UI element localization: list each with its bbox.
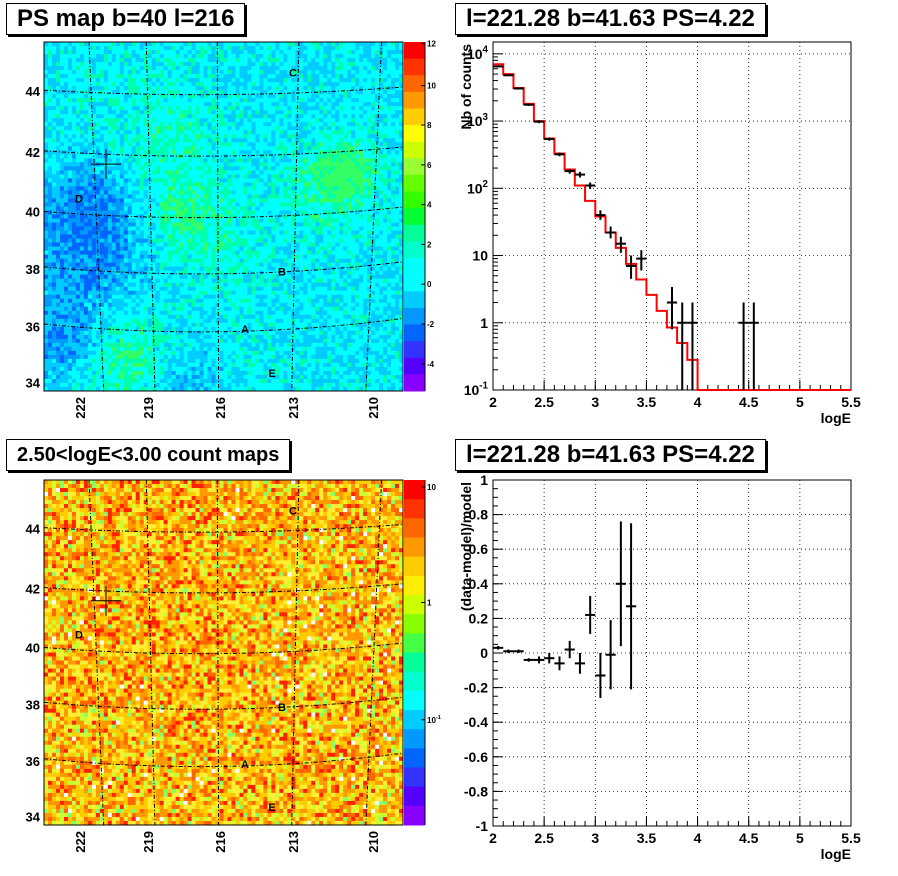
residuals-title: l=221.28 b=41.63 PS=4.22 — [455, 439, 766, 471]
x-tick-label: 2 — [489, 394, 497, 410]
x-tick-label: 4.5 — [739, 830, 759, 846]
spectrum-title: l=221.28 b=41.63 PS=4.22 — [455, 3, 766, 35]
x-tick-label: 4.5 — [739, 394, 759, 410]
x-tick-label: 219 — [141, 397, 156, 419]
ps-map-title: PS map b=40 l=216 — [6, 3, 245, 35]
x-tick-label: 2 — [489, 830, 497, 846]
y-axis-label: (data-model)/model — [458, 482, 474, 611]
y-tick-label: -0.4 — [464, 714, 488, 730]
y-tick-label: 44 — [26, 521, 41, 536]
x-tick-label: 5 — [796, 830, 804, 846]
source-label: E — [268, 368, 275, 380]
y-tick-label: 44 — [26, 84, 41, 99]
y-tick-label: 0 — [480, 645, 488, 661]
y-tick-label: 0.2 — [469, 610, 489, 626]
y-tick-label: 10-1 — [464, 381, 489, 398]
x-tick-label: 5 — [796, 394, 804, 410]
source-label: C — [289, 68, 297, 80]
x-tick-label: 5.5 — [841, 830, 861, 846]
colorbar-tick-label: 0 — [427, 280, 432, 289]
count-map-chart: 34 36 38 40 42 44 222 219 216 213 210 C D B A E 10 1 10-1 — [0, 435, 449, 871]
x-tick-label: 4 — [694, 394, 702, 410]
colorbar-tick-label: 4 — [427, 201, 432, 210]
source-label: E — [268, 802, 275, 814]
y-tick-label: -0.6 — [464, 749, 488, 765]
y-tick-label: -0.2 — [464, 680, 488, 696]
source-label: B — [278, 702, 286, 714]
x-tick-label: 222 — [73, 831, 88, 853]
y-tick-label: 10 — [472, 248, 488, 264]
x-tick-label: 5.5 — [841, 394, 861, 410]
source-label: D — [75, 630, 83, 642]
x-tick-label: 2.5 — [534, 394, 554, 410]
x-tick-label: 222 — [73, 397, 88, 419]
y-tick-label: -1 — [476, 818, 489, 834]
source-label: B — [278, 267, 286, 279]
colorbar-tick-label: 10 — [427, 82, 436, 91]
count-map-title: 2.50<logE<3.00 count maps — [6, 439, 290, 471]
x-tick-label: 213 — [286, 831, 301, 853]
x-tick-label: 210 — [366, 831, 381, 853]
y-axis-label: Nb of counts — [458, 44, 474, 130]
x-tick-label: 2.5 — [534, 830, 554, 846]
heatmap-cells — [44, 42, 403, 391]
heatmap-cells — [44, 480, 403, 825]
y-tick-label: 38 — [26, 697, 40, 712]
y-tick-label: 34 — [26, 809, 41, 824]
colorbar-tick-label: 12 — [427, 40, 436, 49]
source-label: D — [75, 193, 83, 205]
y-tick-label: 40 — [26, 204, 40, 219]
grid — [493, 42, 851, 390]
y-tick-label: 42 — [26, 145, 40, 160]
model-line — [493, 64, 851, 390]
x-tick-label: 3.5 — [637, 394, 657, 410]
x-tick-label: 4 — [694, 830, 702, 846]
colorbar-tick-label: 6 — [427, 161, 432, 170]
colorbar-tick-label: 8 — [427, 121, 432, 130]
x-tick-label: 213 — [286, 397, 301, 419]
y-tick-label: 1 — [480, 315, 488, 331]
x-axis-label: logE — [821, 846, 851, 862]
y-tick-label: 38 — [26, 262, 40, 277]
x-tick-label: 3 — [591, 830, 599, 846]
x-tick-label: 3 — [591, 394, 599, 410]
y-tick-label: 34 — [26, 375, 41, 390]
x-tick-label: 216 — [213, 831, 228, 853]
y-tick-label: 1 — [480, 472, 488, 488]
source-label: C — [289, 505, 297, 517]
colorbar-tick-label: -4 — [427, 360, 435, 369]
x-tick-label: 210 — [366, 397, 381, 419]
plot-frame — [493, 42, 851, 390]
colorbar-tick-label: 10-1 — [427, 715, 441, 725]
colorbar — [404, 42, 425, 392]
y-tick-label: 102 — [467, 179, 489, 196]
y-tick-label: 36 — [26, 754, 40, 769]
x-axis-label: logE — [821, 410, 851, 426]
colorbar-tick-label: -2 — [427, 320, 435, 329]
y-tick-label: 42 — [26, 582, 40, 597]
colorbar-tick-label: 10 — [427, 483, 436, 492]
source-label: A — [241, 759, 249, 771]
x-tick-label: 216 — [213, 397, 228, 419]
x-tick-label: 3.5 — [637, 830, 657, 846]
colorbar-tick-label: 1 — [427, 598, 432, 607]
source-label: A — [241, 324, 249, 336]
grid — [493, 480, 851, 826]
x-tick-label: 219 — [141, 831, 156, 853]
y-tick-label: 36 — [26, 319, 40, 334]
y-tick-label: -0.8 — [464, 783, 488, 799]
colorbar-tick-label: 2 — [427, 240, 432, 249]
colorbar — [404, 480, 425, 826]
y-tick-label: 40 — [26, 640, 40, 655]
